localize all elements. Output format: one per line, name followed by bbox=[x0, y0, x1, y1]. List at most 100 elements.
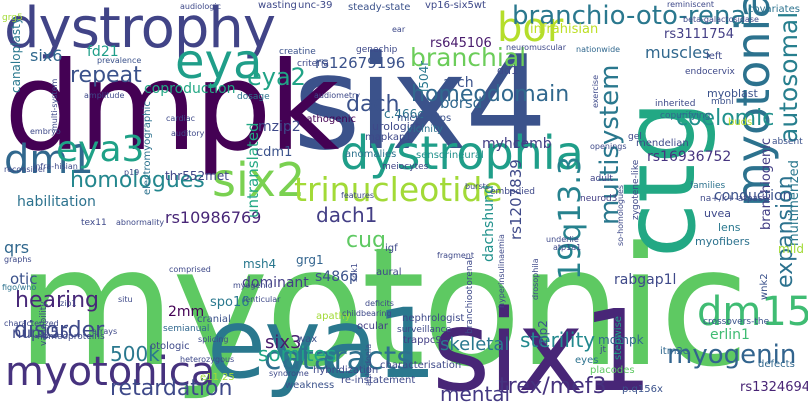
word-atp1a1: atp1a1 bbox=[553, 243, 582, 252]
word-creatine: creatine bbox=[279, 47, 316, 57]
word-drosophila: drosophila bbox=[531, 258, 540, 300]
word-inherited: inherited bbox=[655, 99, 696, 109]
word-hyperinsulinaemia: hyperinsulinaemia bbox=[497, 234, 506, 308]
word-myhcemb: myhcemb bbox=[482, 136, 552, 152]
word-buds: buds bbox=[728, 117, 753, 128]
word-l504r: l504r bbox=[417, 60, 431, 92]
word-reminiscent: reminiscent bbox=[667, 0, 715, 9]
word-semianual: semianual bbox=[163, 324, 210, 334]
word-underlie: underlie bbox=[546, 235, 579, 244]
word-mapkap1: mapkap1 bbox=[365, 132, 412, 143]
word-eya: eya bbox=[175, 34, 263, 90]
word-branchiogenic: branchiogenic bbox=[759, 137, 774, 230]
word-six2: six2 bbox=[212, 153, 306, 207]
word-homeoproteins: homeoproteins bbox=[37, 332, 105, 342]
word-fragment: fragment bbox=[437, 251, 475, 260]
word-exercise: exercise bbox=[591, 74, 600, 108]
word-dm1: dm1 bbox=[4, 137, 94, 183]
word-covariates: covariates bbox=[748, 4, 800, 15]
word-branchial: branchial bbox=[410, 43, 527, 72]
word-myogenin: myogenin bbox=[667, 340, 797, 370]
word-dach: dach bbox=[346, 92, 400, 117]
word-homologues: homologues bbox=[70, 168, 205, 193]
word-characterisation: characterisation bbox=[380, 360, 462, 371]
word-lens: lens bbox=[718, 221, 741, 234]
word-so-homologues: so-homologues bbox=[616, 184, 625, 246]
word-amplitude: amplitude bbox=[84, 91, 125, 100]
word-zip1: zip1 bbox=[60, 299, 77, 308]
word-sterility: sterility bbox=[520, 328, 596, 352]
word-zygotene-like: zygotene-like bbox=[631, 159, 641, 220]
word-2mm: 2mm bbox=[168, 304, 205, 320]
word-myotonic: myotonic bbox=[16, 212, 749, 403]
word-myotonica: myotonica bbox=[5, 349, 216, 395]
word-rs645106: rs645106 bbox=[430, 36, 492, 51]
word-endocervix: endocervix bbox=[685, 67, 735, 77]
word-untranslated: untranslated bbox=[244, 122, 262, 218]
word-otologic: otologic bbox=[150, 341, 190, 352]
word-left: left bbox=[706, 51, 723, 62]
word-p.q156x: p.q156x bbox=[622, 384, 663, 395]
word-criteria: criteria bbox=[297, 59, 329, 69]
word-wnk2: wnk2 bbox=[759, 273, 770, 300]
word-vicinity: vicinity bbox=[407, 124, 443, 135]
word-trex/mef3: trex/mef3 bbox=[499, 374, 607, 399]
word-grg5: grg5 bbox=[2, 13, 23, 23]
word-ear: ear bbox=[392, 25, 406, 34]
word-audiometry: audiometry bbox=[314, 91, 361, 100]
word-habilitation: habilitation bbox=[17, 194, 96, 210]
word-ocular: ocular bbox=[357, 321, 388, 332]
word-mendelian: mendelian bbox=[636, 138, 689, 149]
word-hearing: hearing bbox=[15, 288, 100, 313]
word-eya3: eya3 bbox=[56, 129, 145, 170]
word-fd21: fd21 bbox=[87, 44, 119, 60]
word-e11.25: e11.25 bbox=[200, 372, 235, 383]
word-dmpk: dmpk bbox=[4, 36, 339, 178]
word-myofibers: myofibers bbox=[695, 235, 750, 248]
word-otic: otic bbox=[10, 270, 38, 288]
word-characterized: characterized bbox=[4, 319, 59, 328]
word-copurifying: copurifying bbox=[660, 111, 711, 121]
word-adult: adult bbox=[590, 174, 613, 184]
word-autosomal: autosomal bbox=[774, 11, 803, 143]
word-urologist: urologist bbox=[372, 120, 420, 133]
word-arch: arch bbox=[443, 75, 474, 91]
word-rs10986769: rs10986769 bbox=[165, 208, 262, 227]
word-electromyographic: electromyographic bbox=[142, 101, 153, 195]
word-dm15: dm15 bbox=[697, 289, 808, 335]
word-grg1: grg1 bbox=[296, 253, 324, 267]
word-unc-39: unc-39 bbox=[298, 0, 333, 11]
word-lenticular: lenticular bbox=[243, 295, 281, 304]
word-c.466c: c.466c bbox=[384, 107, 424, 121]
word-rabgap1l: rabgap1l bbox=[614, 272, 677, 288]
word-disorder: disorder bbox=[14, 318, 105, 343]
word-vp16-six5wt: vp16-six5wt bbox=[425, 0, 486, 11]
word-graphs: graphs bbox=[4, 255, 32, 264]
word-crossovers-the: crossovers-the bbox=[703, 317, 770, 327]
word-prevalence: prevalence bbox=[97, 56, 142, 65]
word-trappc9: trappc9 bbox=[403, 335, 442, 346]
word-infra-hisian: infra-hisian bbox=[33, 162, 78, 171]
word-500k: 500k bbox=[110, 342, 160, 366]
word-wax: wax bbox=[297, 334, 318, 345]
word-canaloplasty: canaloplasty bbox=[9, 17, 23, 93]
word-steady-state: steady-state bbox=[348, 2, 411, 13]
word-abnormality: abnormality bbox=[116, 218, 165, 227]
word-stepwise: stepwise bbox=[613, 316, 624, 360]
word-infrahisian: infrahisian bbox=[530, 22, 599, 37]
word-s486p: s486p bbox=[315, 269, 358, 285]
word-somites: somites bbox=[258, 342, 337, 366]
word-cataracts: cataracts bbox=[264, 339, 413, 377]
word-mbnl: mbnl bbox=[711, 97, 734, 107]
word-microchips: microchips bbox=[397, 113, 452, 124]
word-na+/k+-atpase: na+/k+-atpase bbox=[700, 194, 769, 204]
word-trinucleotide: trinucleotide bbox=[294, 170, 503, 209]
word-six1: six1 bbox=[432, 287, 653, 404]
word-msh4: msh4 bbox=[243, 257, 277, 271]
word-dach1: dach1 bbox=[316, 203, 378, 227]
word-gel: gel bbox=[628, 132, 642, 142]
word-thr552met: thr552met bbox=[165, 169, 229, 183]
word-embryo: embryo bbox=[30, 127, 61, 136]
word-eyes: eyes bbox=[575, 355, 599, 366]
